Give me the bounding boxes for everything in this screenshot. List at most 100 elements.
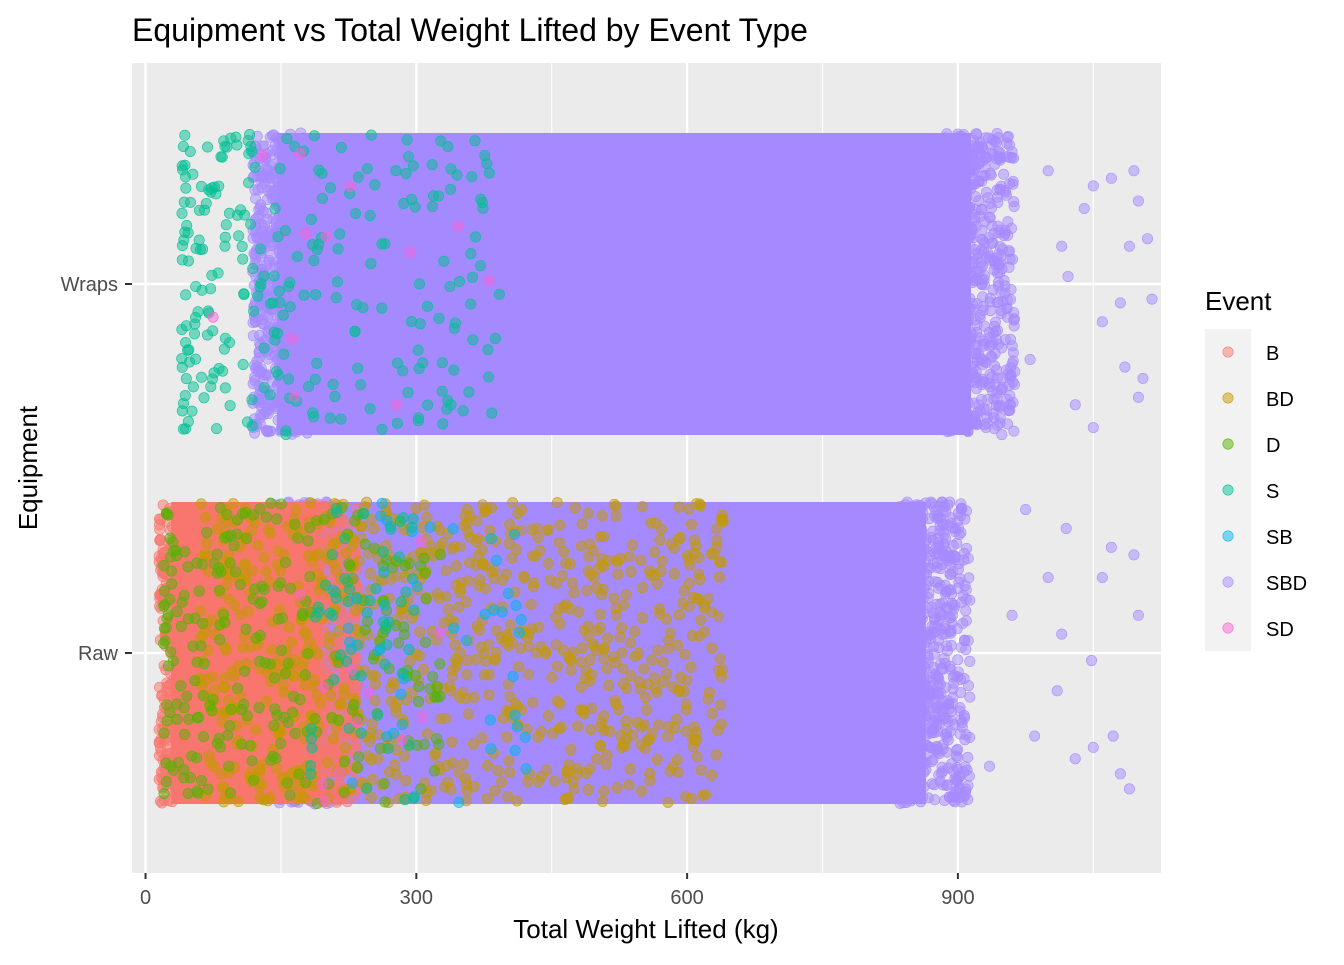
data-point [626,566,636,576]
data-point [653,720,663,730]
data-point [294,769,304,779]
data-point [344,559,354,569]
data-point [964,771,974,781]
data-point [170,783,180,793]
data-point-outlier [1020,504,1030,514]
data-point [902,778,912,788]
data-point [712,524,722,534]
data-point [686,519,696,529]
data-point [674,502,684,512]
data-point [494,289,504,299]
data-point [977,204,987,214]
data-point [520,732,530,742]
data-point [197,559,207,569]
data-point [686,793,696,803]
data-point [672,714,682,724]
data-point [586,670,596,680]
data-point-outlier [1052,686,1062,696]
data-point [259,552,269,562]
data-point-outlier [1133,392,1143,402]
data-point [286,236,296,246]
data-point [973,348,983,358]
data-point [979,280,989,290]
data-point [598,531,608,541]
data-point [490,333,500,343]
data-point [158,638,168,648]
data-point [235,609,245,619]
data-point [652,687,662,697]
data-point [597,511,607,521]
data-point [336,142,346,152]
data-point [277,411,287,421]
data-point [220,383,230,393]
data-point [599,642,609,652]
data-point [668,682,678,692]
data-point [712,535,722,545]
data-point [168,765,178,775]
data-point [263,354,273,364]
data-point [655,535,665,545]
data-point [932,513,942,523]
data-point [198,618,208,628]
data-point [283,374,293,384]
data-point [562,793,572,803]
data-point [534,622,544,632]
data-point [985,369,995,379]
data-point [598,711,608,721]
data-point [934,770,944,780]
data-point [187,751,197,761]
data-point [911,571,921,581]
data-point [352,654,362,664]
data-point [504,519,514,529]
data-point [482,793,492,803]
data-point [548,728,558,738]
data-point [925,563,935,573]
data-point-outlier [1106,173,1116,183]
data-point [222,509,232,519]
data-point [310,713,320,723]
data-point [394,552,404,562]
data-point [956,499,966,509]
data-point [577,519,587,529]
data-point [943,251,953,261]
data-point [952,538,962,548]
data-point [609,593,619,603]
data-point [497,777,507,787]
data-point [942,747,952,757]
data-point [454,797,464,807]
data-point [469,781,479,791]
data-point [512,722,522,732]
data-point [275,738,285,748]
data-point [896,730,906,740]
data-point [306,723,316,733]
data-point [177,208,187,218]
data-point [928,641,938,651]
data-point [285,277,295,287]
data-point [239,210,249,220]
data-point [693,569,703,579]
data-point [566,744,576,754]
data-point [251,725,261,735]
data-point [645,776,655,786]
data-point-outlier [1057,629,1067,639]
data-point-outlier [1120,362,1130,372]
data-point [359,508,369,518]
data-point [932,744,942,754]
data-point [615,632,625,642]
data-point [245,219,255,229]
data-point [707,643,717,653]
data-point [230,600,240,610]
data-point [248,594,258,604]
data-point-outlier [1138,373,1148,383]
data-point [456,577,466,587]
data-point [561,558,571,568]
data-point [961,616,971,626]
data-point [997,373,1007,383]
data-point [954,577,964,587]
data-point [224,208,234,218]
data-point [166,647,176,657]
data-point [332,277,342,287]
data-point [481,656,491,666]
data-point [961,167,971,177]
data-point [378,547,388,557]
